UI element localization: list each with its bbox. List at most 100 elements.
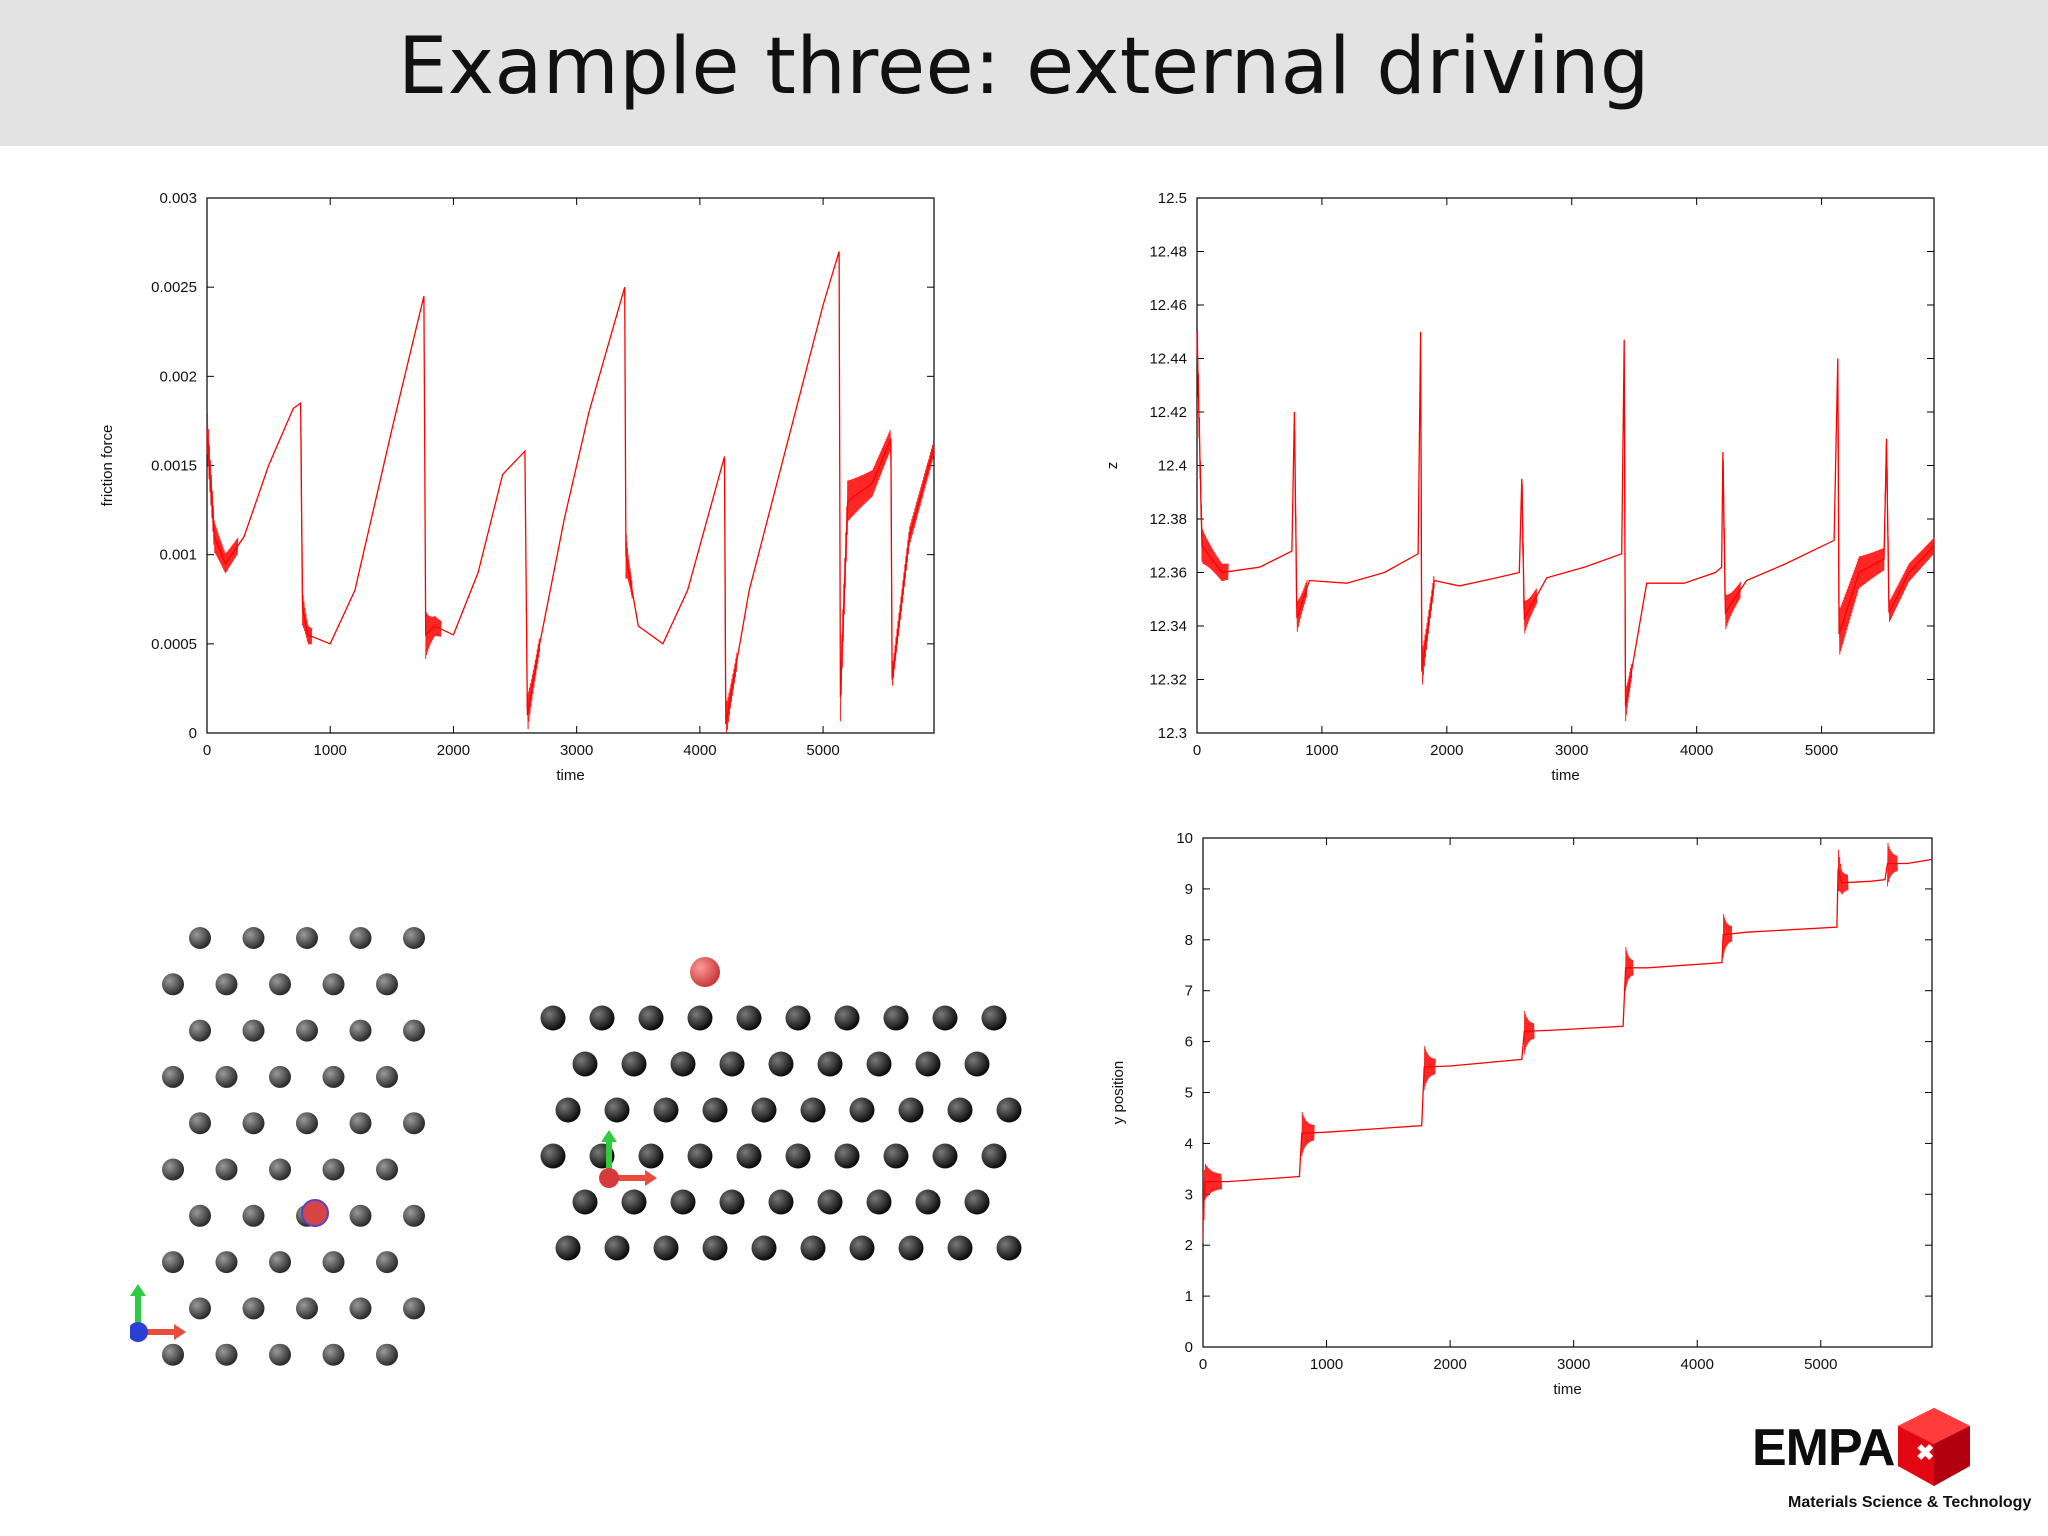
atom — [572, 1189, 598, 1215]
atom — [898, 1235, 924, 1261]
series-oscillation — [425, 611, 442, 660]
atom — [638, 1005, 664, 1031]
svg-text:✖: ✖ — [1916, 1440, 1934, 1465]
atom — [800, 1235, 826, 1261]
series-oscillation — [1623, 363, 1633, 722]
y-tick-label: 8 — [1185, 932, 1193, 949]
atom — [322, 1158, 345, 1181]
atom — [604, 1097, 630, 1123]
y-tick-label: 0.0015 — [151, 458, 197, 475]
atom — [915, 1051, 941, 1077]
title-bar: Example three: external driving — [0, 0, 2048, 146]
atom — [189, 1112, 211, 1135]
series-oscillation — [1521, 484, 1538, 634]
atom — [376, 1158, 398, 1181]
atom — [687, 1143, 713, 1169]
y-tick-label: 0 — [189, 725, 197, 742]
atom — [162, 1251, 184, 1274]
atom — [866, 1051, 892, 1077]
atom — [403, 1297, 425, 1320]
atom — [670, 1051, 696, 1077]
y-tick-label: 0.001 — [159, 547, 197, 564]
atom — [403, 927, 425, 949]
x-tick-label: 0 — [1199, 1356, 1207, 1373]
atom — [932, 1005, 958, 1031]
series-oscillation — [1523, 1010, 1535, 1055]
x-tick-label: 2000 — [1430, 742, 1463, 759]
series-oscillation — [1301, 1112, 1315, 1157]
atom — [915, 1189, 941, 1215]
atom — [996, 1097, 1022, 1123]
series-line — [206, 251, 935, 725]
atom — [834, 1143, 860, 1169]
atom — [296, 927, 318, 949]
x-tick-label: 2000 — [1433, 1356, 1466, 1373]
atom — [296, 1112, 318, 1135]
atom — [817, 1189, 843, 1215]
atom — [751, 1097, 777, 1123]
atom — [947, 1097, 973, 1123]
y-tick-label: 12.42 — [1149, 404, 1187, 421]
atom — [376, 1343, 398, 1366]
series-oscillation — [625, 534, 633, 599]
atom — [269, 1158, 291, 1181]
atoms-top-view — [130, 927, 425, 1366]
x-axis-label: time — [1553, 1381, 1581, 1398]
x-tick-label: 3000 — [1557, 1356, 1590, 1373]
y-tick-label: 3 — [1185, 1186, 1193, 1203]
y-tick-label: 4 — [1185, 1135, 1193, 1152]
adatom — [301, 1199, 329, 1227]
logo-tagline: Materials Science & Technology — [1788, 1494, 2032, 1511]
y-tick-label: 7 — [1185, 983, 1193, 1000]
y-tick-label: 1 — [1185, 1288, 1193, 1305]
series-line — [1196, 331, 1935, 707]
atom — [349, 1019, 372, 1042]
axes-indicator-top — [130, 1284, 186, 1342]
atom — [719, 1189, 745, 1215]
atom — [702, 1235, 728, 1261]
atom — [768, 1051, 794, 1077]
atom — [189, 1204, 211, 1227]
atom — [215, 1251, 238, 1274]
atom — [322, 1251, 345, 1274]
series-oscillation — [300, 427, 313, 645]
atom — [403, 1019, 425, 1042]
atom — [883, 1005, 909, 1031]
y-tick-label: 6 — [1185, 1034, 1193, 1051]
y-tick-label: 2 — [1185, 1237, 1193, 1254]
atom — [376, 1251, 398, 1274]
empa-logo: EMPA ✖ — [1752, 1400, 2042, 1520]
atom — [785, 1005, 811, 1031]
series-oscillation — [1293, 430, 1308, 632]
x-tick-label: 0 — [1193, 742, 1201, 759]
y-tick-label: 12.38 — [1149, 511, 1187, 528]
x-tick-label: 0 — [203, 742, 211, 759]
x-tick-label: 2000 — [437, 742, 470, 759]
x-tick-label: 1000 — [314, 742, 347, 759]
series-oscillation — [1423, 1046, 1436, 1091]
atom — [996, 1235, 1022, 1261]
atom — [555, 1235, 581, 1261]
atom — [687, 1005, 713, 1031]
atom — [817, 1051, 843, 1077]
atom — [702, 1097, 728, 1123]
y-tick-label: 0.0005 — [151, 636, 197, 653]
y-tick-label: 0 — [1185, 1339, 1193, 1356]
atom — [604, 1235, 630, 1261]
x-tick-label: 4000 — [1680, 742, 1713, 759]
x-tick-label: 5000 — [806, 742, 839, 759]
x-tick-label: 5000 — [1804, 1356, 1837, 1373]
atom — [898, 1097, 924, 1123]
atom — [322, 1065, 345, 1088]
plot-frame — [1202, 837, 1933, 1348]
series-oscillation — [1837, 382, 1935, 655]
atom — [215, 1158, 238, 1181]
x-tick-label: 3000 — [560, 742, 593, 759]
atom — [403, 1112, 425, 1135]
atom — [269, 1343, 291, 1366]
atom — [242, 1019, 265, 1042]
y-tick-label: 12.32 — [1149, 672, 1187, 689]
atom — [349, 1297, 372, 1320]
atom — [981, 1143, 1007, 1169]
atom — [269, 1065, 291, 1088]
